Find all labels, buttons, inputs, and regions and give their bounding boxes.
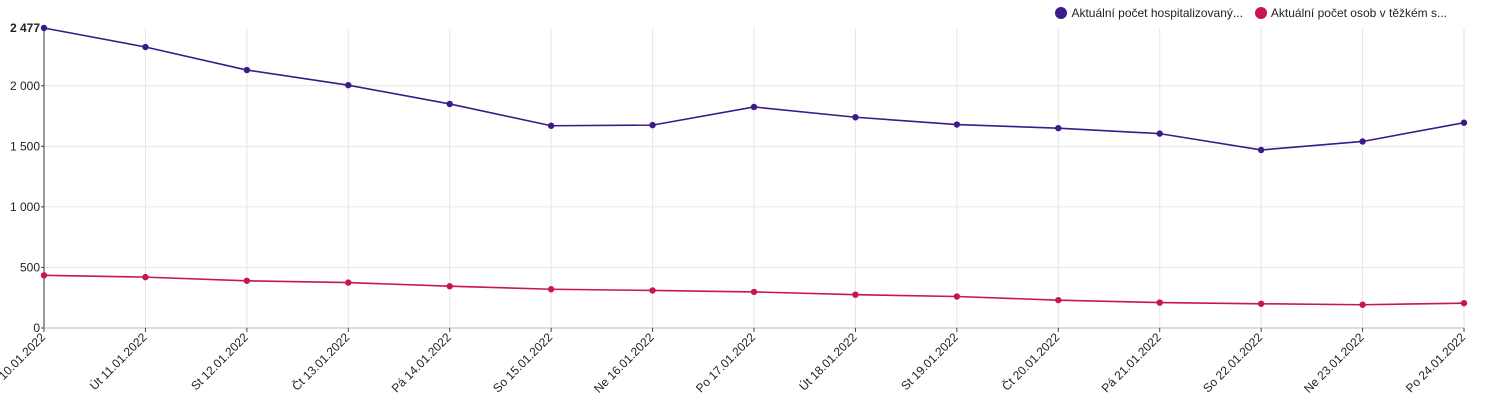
legend-item-severe[interactable]: Aktuální počet osob v těžkém s... bbox=[1254, 6, 1447, 20]
data-point-hospitalized[interactable] bbox=[750, 103, 758, 111]
data-point-hospitalized[interactable] bbox=[547, 122, 555, 129]
x-tick-label: St 19.01.2022 bbox=[898, 330, 961, 393]
data-point-severe[interactable] bbox=[1055, 296, 1062, 304]
data-point-severe[interactable] bbox=[243, 277, 251, 284]
data-point-severe[interactable] bbox=[1257, 300, 1265, 307]
data-point-hospitalized[interactable] bbox=[1460, 119, 1468, 126]
x-tick-label: Čt 20.01.2022 bbox=[998, 329, 1062, 393]
x-tick-label: So 22.01.2022 bbox=[1200, 330, 1265, 395]
data-point-severe[interactable] bbox=[1460, 299, 1468, 307]
data-point-hospitalized[interactable] bbox=[953, 121, 961, 128]
y-tick-label: 2 000 bbox=[10, 79, 40, 93]
data-point-hospitalized[interactable] bbox=[345, 81, 352, 89]
legend-swatch-hospitalized-icon bbox=[1055, 7, 1068, 19]
x-tick-label: Ne 23.01.2022 bbox=[1301, 330, 1367, 396]
data-point-severe[interactable] bbox=[750, 288, 758, 296]
data-point-hospitalized[interactable] bbox=[1055, 124, 1062, 132]
x-tick-label: Čt 13.01.2022 bbox=[288, 329, 352, 393]
data-point-severe[interactable] bbox=[953, 293, 961, 300]
data-point-severe[interactable] bbox=[345, 279, 352, 286]
data-point-hospitalized[interactable] bbox=[243, 66, 251, 74]
data-point-severe[interactable] bbox=[142, 273, 149, 281]
data-point-hospitalized[interactable] bbox=[142, 43, 149, 51]
data-point-severe[interactable] bbox=[852, 291, 859, 298]
legend-item-hospitalized[interactable]: Aktuální počet hospitalizovaný... bbox=[1055, 6, 1243, 20]
legend-label-hospitalized: Aktuální počet hospitalizovaný... bbox=[1071, 6, 1243, 20]
y-tick-label: 500 bbox=[20, 260, 40, 274]
x-tick-label: So 15.01.2022 bbox=[490, 330, 555, 395]
x-tick-label: Pá 14.01.2022 bbox=[389, 330, 454, 395]
data-point-severe[interactable] bbox=[40, 272, 48, 279]
data-point-hospitalized[interactable] bbox=[40, 24, 48, 32]
data-point-hospitalized[interactable] bbox=[852, 114, 859, 121]
x-tick-label: Po 24.01.2022 bbox=[1403, 330, 1468, 395]
data-point-severe[interactable] bbox=[547, 286, 555, 293]
x-tick-label: Po 17.01.2022 bbox=[693, 330, 758, 395]
x-tick-label: Po 10.01.2022 bbox=[0, 330, 48, 395]
legend: Aktuální počet hospitalizovaný... Aktuál… bbox=[1055, 6, 1447, 20]
data-point-severe[interactable] bbox=[446, 283, 453, 290]
data-point-hospitalized[interactable] bbox=[649, 121, 656, 129]
data-point-hospitalized[interactable] bbox=[1359, 138, 1366, 145]
x-tick-label: Pá 21.01.2022 bbox=[1099, 330, 1164, 395]
data-point-severe[interactable] bbox=[649, 287, 656, 294]
y-tick-label: 1 500 bbox=[10, 139, 40, 153]
data-point-hospitalized[interactable] bbox=[1257, 146, 1265, 154]
legend-label-severe: Aktuální počet osob v těžkém s... bbox=[1270, 6, 1447, 20]
y-tick-label: 2 477 bbox=[10, 21, 40, 35]
y-tick-label: 1 000 bbox=[10, 200, 40, 214]
y-tick-label: 0 bbox=[33, 321, 40, 335]
data-point-severe[interactable] bbox=[1156, 299, 1163, 306]
x-tick-label: St 12.01.2022 bbox=[188, 330, 251, 393]
legend-swatch-severe-icon bbox=[1254, 7, 1267, 19]
x-tick-label: Út 11.01.2022 bbox=[86, 329, 150, 393]
data-point-severe[interactable] bbox=[1359, 301, 1366, 308]
data-point-hospitalized[interactable] bbox=[1156, 130, 1163, 137]
x-tick-label: Ne 16.01.2022 bbox=[591, 330, 657, 396]
data-point-hospitalized[interactable] bbox=[446, 100, 453, 108]
x-tick-label: Út 18.01.2022 bbox=[796, 329, 860, 393]
